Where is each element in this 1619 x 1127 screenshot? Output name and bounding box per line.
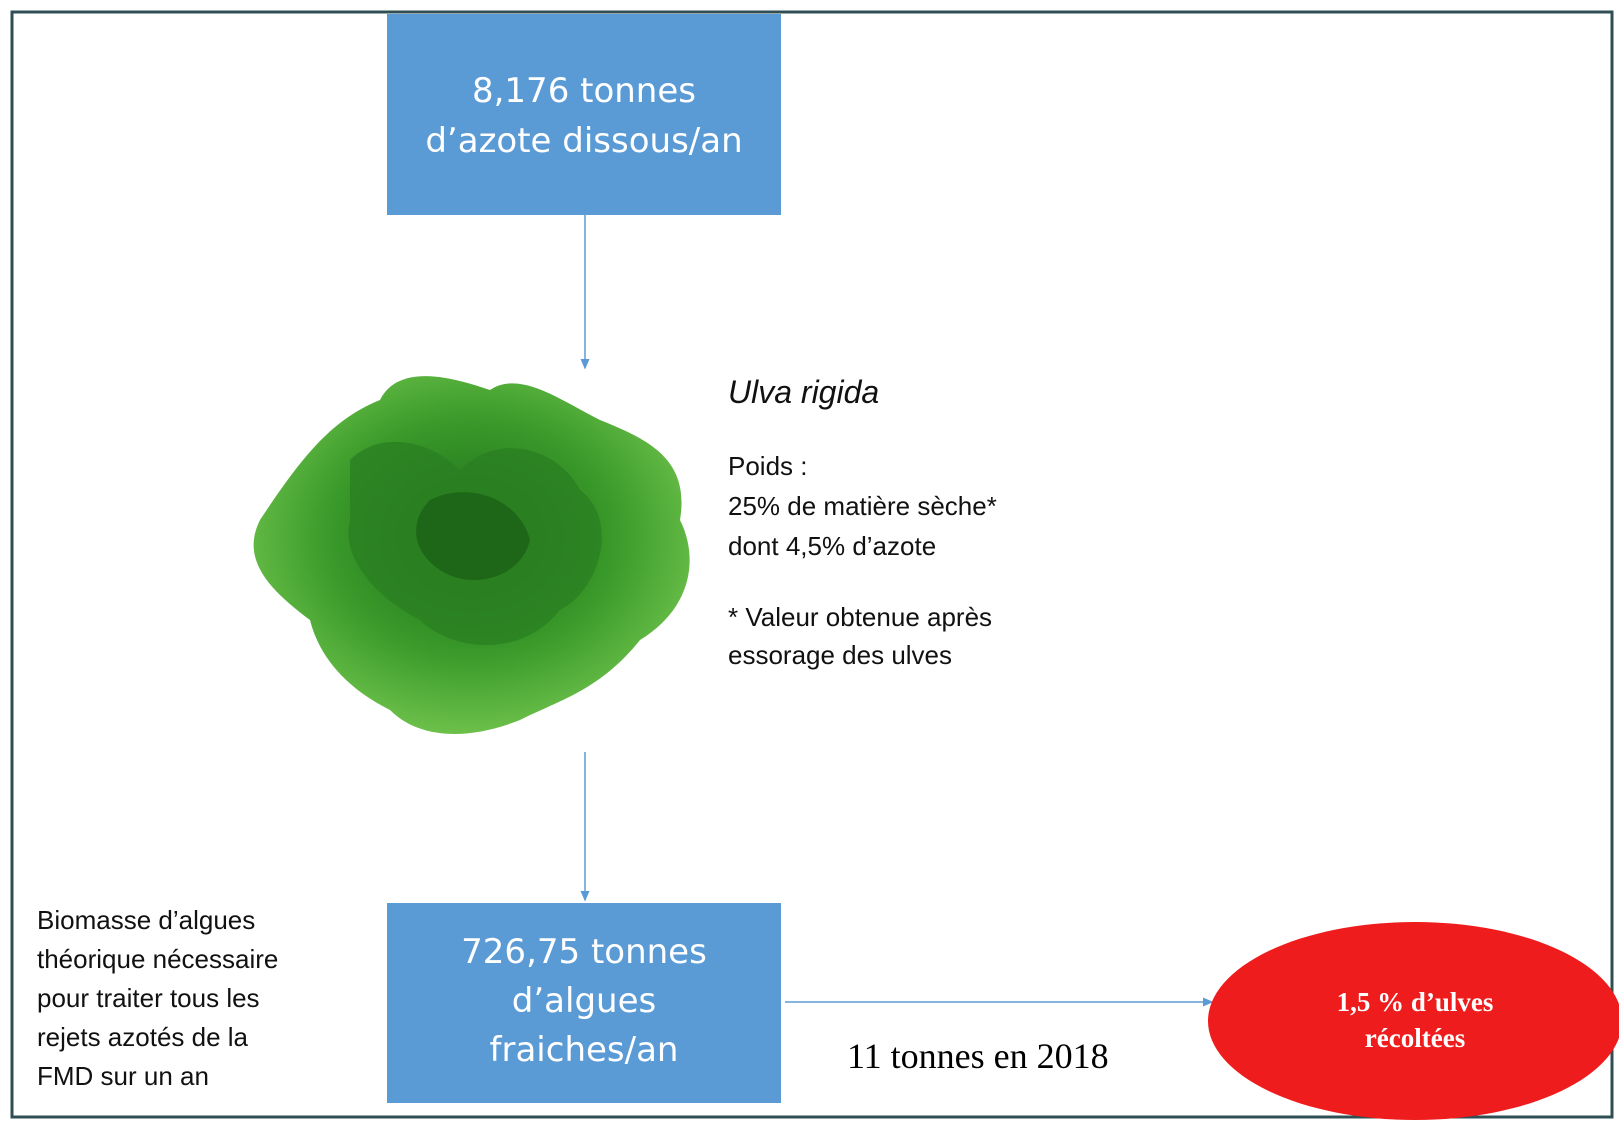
left-text: pour traiter tous les (37, 983, 260, 1013)
species-name: Ulva rigida (728, 374, 879, 410)
box-text: d’azote dissous/an (425, 121, 742, 161)
result-ellipse (1208, 922, 1619, 1120)
harvest-note: 11 tonnes en 2018 (847, 1036, 1109, 1076)
top-box (387, 14, 781, 215)
species-text: dont 4,5% d’azote (728, 531, 936, 561)
species-note: essorage des ulves (728, 640, 952, 670)
box-text: 726,75 tonnes (461, 932, 707, 972)
diagram: 8,176 tonnes d’azote dissous/an 726,75 t… (0, 0, 1619, 1127)
result-text: récoltées (1365, 1023, 1465, 1053)
left-text: FMD sur un an (37, 1061, 209, 1091)
species-note: * Valeur obtenue après (728, 602, 992, 632)
result-text: 1,5 % d’ulves (1337, 987, 1494, 1017)
left-text: Biomasse d’algues (37, 905, 255, 935)
species-text: Poids : (728, 451, 808, 481)
left-text: théorique nécessaire (37, 944, 278, 974)
box-text: d’algues (512, 981, 656, 1021)
left-text: rejets azotés de la (37, 1022, 249, 1052)
box-text: fraiches/an (490, 1030, 679, 1070)
box-text: 8,176 tonnes (472, 71, 696, 111)
page: {"top_box": {"lines": ["8,176 tonnes", "… (0, 0, 1619, 1127)
species-text: 25% de matière sèche* (728, 491, 997, 521)
